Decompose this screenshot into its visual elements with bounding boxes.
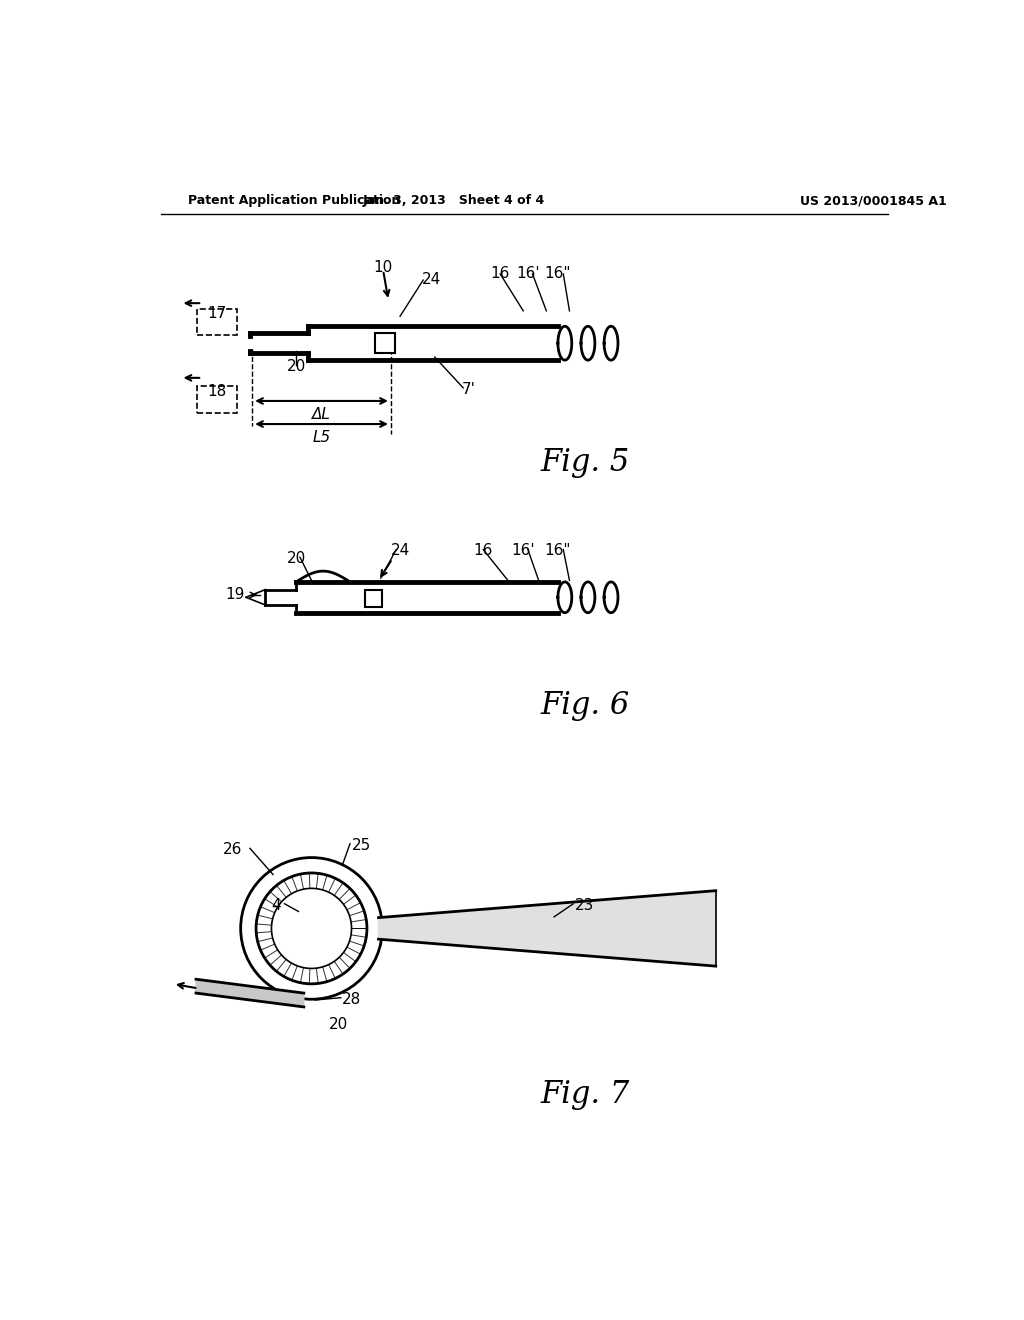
- Text: 23: 23: [575, 898, 595, 912]
- Text: 16": 16": [545, 267, 571, 281]
- Text: 18: 18: [207, 384, 226, 399]
- Text: 10: 10: [374, 260, 393, 275]
- Text: 16': 16': [511, 544, 536, 558]
- Text: 16: 16: [473, 544, 493, 558]
- Text: Fig. 5: Fig. 5: [541, 447, 630, 478]
- Text: Jan. 3, 2013   Sheet 4 of 4: Jan. 3, 2013 Sheet 4 of 4: [362, 194, 545, 207]
- Text: 25: 25: [352, 838, 371, 853]
- Text: 26: 26: [223, 842, 243, 857]
- Text: 28: 28: [342, 991, 361, 1007]
- FancyBboxPatch shape: [197, 309, 237, 335]
- Bar: [366, 590, 382, 607]
- Text: US 2013/0001845 A1: US 2013/0001845 A1: [801, 194, 947, 207]
- Text: 24: 24: [390, 544, 410, 558]
- Bar: [376, 333, 395, 354]
- Text: Patent Application Publication: Patent Application Publication: [188, 194, 400, 207]
- Text: 16': 16': [516, 267, 540, 281]
- Text: 19: 19: [225, 587, 245, 602]
- Text: Fig. 6: Fig. 6: [541, 689, 630, 721]
- Text: 24: 24: [422, 272, 441, 288]
- Text: ΔL: ΔL: [312, 407, 331, 422]
- Text: 20: 20: [330, 1016, 348, 1032]
- Text: 17: 17: [207, 306, 226, 321]
- Polygon shape: [379, 891, 716, 966]
- Text: Fig. 7: Fig. 7: [541, 1078, 630, 1110]
- Text: 20: 20: [287, 359, 306, 374]
- Text: 20: 20: [287, 552, 306, 566]
- Polygon shape: [196, 979, 304, 1007]
- Text: 16": 16": [545, 544, 571, 558]
- FancyBboxPatch shape: [197, 387, 237, 412]
- Text: 7': 7': [462, 381, 475, 397]
- Text: 16: 16: [490, 267, 510, 281]
- Text: 4: 4: [271, 898, 281, 912]
- Text: L5: L5: [312, 430, 331, 445]
